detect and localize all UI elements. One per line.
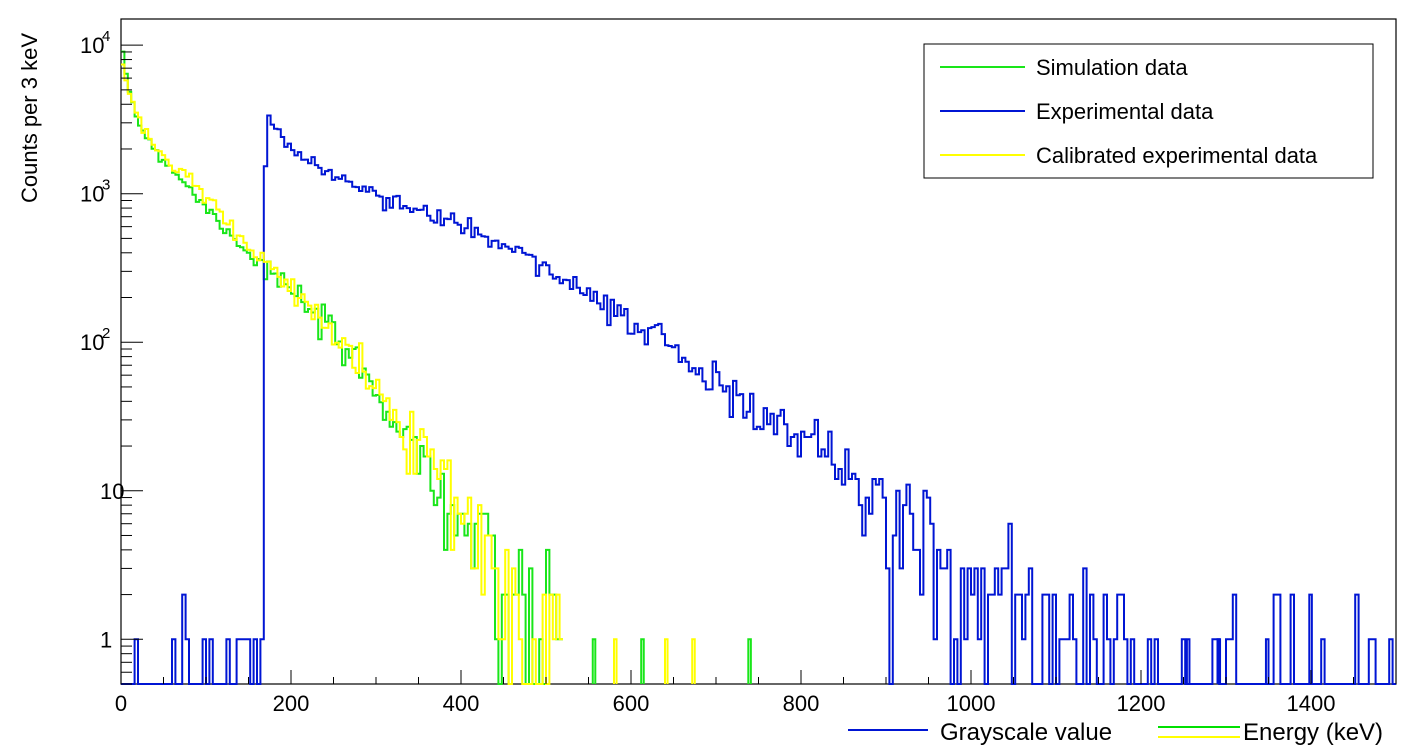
legend: Simulation data Experimental data Calibr… bbox=[923, 43, 1374, 179]
y-tick-exponent: 2 bbox=[102, 325, 110, 342]
x-tick-label: 200 bbox=[273, 691, 310, 716]
y-tick-exponent: 3 bbox=[102, 177, 110, 194]
x-axis-title-grayscale: Grayscale value bbox=[940, 719, 1112, 746]
isolated-bin bbox=[1308, 593, 1313, 684]
x-tick-label: 400 bbox=[443, 691, 480, 716]
isolated-bin bbox=[1216, 638, 1222, 684]
isolated-bin bbox=[613, 638, 618, 684]
series-calibrated-line bbox=[121, 63, 563, 685]
y-tick-label: 10 bbox=[80, 182, 104, 207]
series-layer bbox=[121, 50, 1396, 685]
x-tick-label: 600 bbox=[613, 691, 650, 716]
x-axis-title-energy: Energy (keV) bbox=[1243, 719, 1383, 746]
isolated-bin bbox=[1264, 638, 1270, 684]
y-tick-exponent: 4 bbox=[102, 28, 110, 45]
legend-label-simulation: Simulation data bbox=[1036, 55, 1188, 80]
x-tick-label: 800 bbox=[783, 691, 820, 716]
isolated-bin bbox=[1185, 638, 1191, 684]
x-tick-label: 0 bbox=[115, 691, 127, 716]
x-tick-label: 1400 bbox=[1287, 691, 1336, 716]
isolated-bin bbox=[640, 638, 645, 684]
x-axis-titles: Grayscale value Energy (keV) bbox=[848, 719, 1383, 746]
isolated-bin bbox=[691, 638, 696, 684]
y-tick-label: 10 bbox=[80, 330, 104, 355]
legend-label-calibrated: Calibrated experimental data bbox=[1036, 143, 1318, 168]
legend-label-experimental: Experimental data bbox=[1036, 99, 1214, 124]
y-tick-label: 1 bbox=[100, 627, 112, 652]
x-tick-label: 1000 bbox=[947, 691, 996, 716]
y-tick-label: 10 bbox=[80, 33, 104, 58]
series-experimental-line bbox=[121, 114, 1396, 685]
isolated-bin bbox=[664, 638, 669, 684]
isolated-bin bbox=[747, 638, 752, 684]
y-tick-label: 10 bbox=[100, 479, 124, 504]
x-tick-label: 1200 bbox=[1117, 691, 1166, 716]
isolated-bin bbox=[591, 638, 597, 684]
y-axis-label: Counts per 3 keV bbox=[17, 33, 42, 203]
